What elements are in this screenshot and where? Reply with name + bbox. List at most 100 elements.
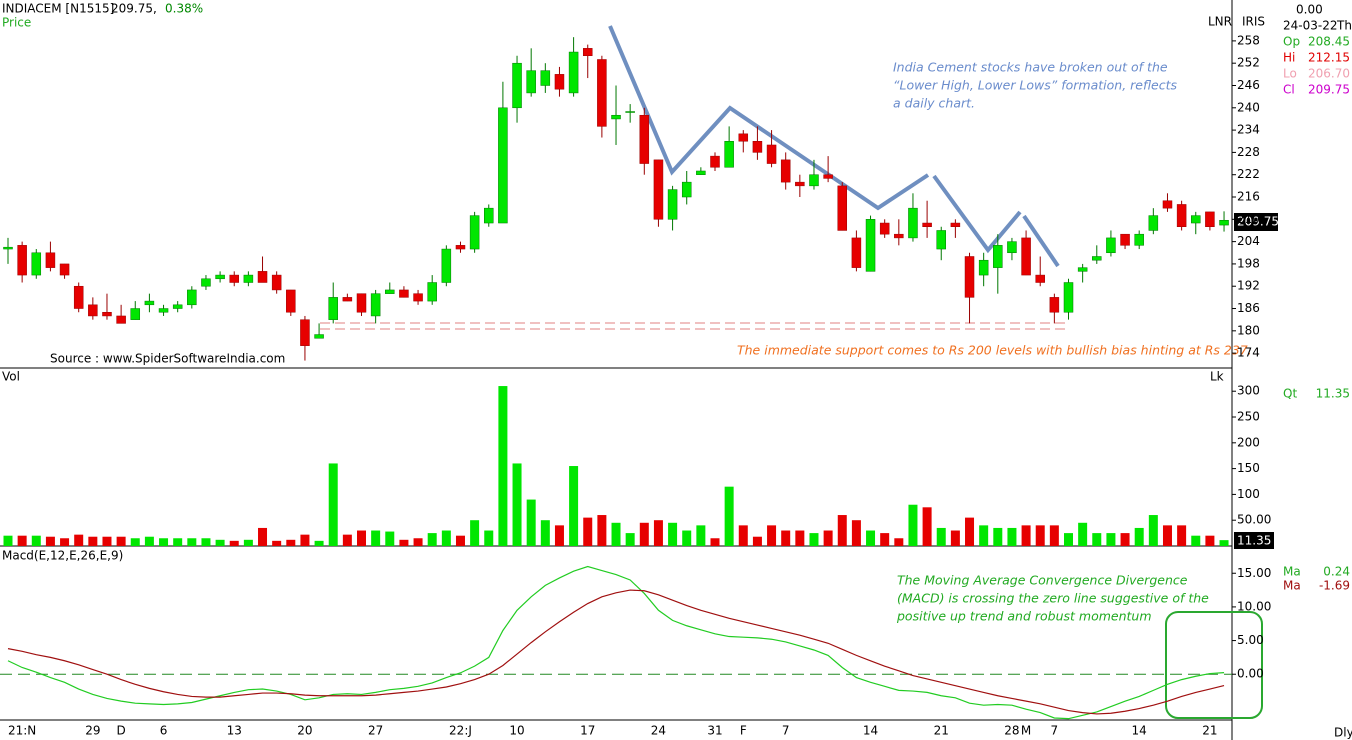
candle-body <box>653 159 664 220</box>
candle-body <box>257 271 268 283</box>
ohlc-label: Hi <box>1283 51 1295 65</box>
change: 0.38% <box>165 2 203 16</box>
volume-bar <box>88 536 98 546</box>
candle-body <box>3 246 13 250</box>
volume-bar <box>187 538 197 546</box>
ma-value: -1.69 <box>1319 579 1350 593</box>
volume-bar <box>328 463 338 546</box>
volume-bar <box>795 530 805 546</box>
trend-line <box>608 25 930 211</box>
volume-bar <box>470 520 480 546</box>
y-tick-label: 100 <box>1237 487 1260 501</box>
y-tick-label: 50.00 <box>1237 513 1271 527</box>
volume-bar <box>286 539 296 546</box>
candle-body <box>1134 233 1144 246</box>
y-tick-label: 150 <box>1237 461 1260 475</box>
volume-bar <box>554 525 564 546</box>
candle-body <box>484 207 494 224</box>
y-tick-label: 15.00 <box>1237 566 1271 580</box>
candle-body <box>978 259 989 276</box>
volume-bar <box>1120 533 1130 546</box>
volume-bar <box>979 525 989 546</box>
candle-body <box>724 141 734 168</box>
candle-body <box>1219 219 1229 226</box>
x-tick-label: 28 <box>1004 724 1019 738</box>
x-tick-label: 29 <box>85 724 100 738</box>
candle-body <box>172 304 183 309</box>
candle-body <box>568 51 579 94</box>
candle-body <box>286 289 296 313</box>
y-tick-label: 5.00 <box>1237 633 1264 647</box>
y-tick-label: 300 <box>1237 384 1260 398</box>
volume-bar <box>597 515 607 546</box>
candle-body <box>1162 200 1173 209</box>
candle-body <box>837 185 848 231</box>
x-tick-label: 17 <box>580 724 595 738</box>
volume-bar <box>144 536 154 546</box>
y-tick-label: 216 <box>1237 190 1260 204</box>
candle-body <box>59 263 70 276</box>
volume-bar <box>1035 525 1045 546</box>
volume-bar <box>215 539 225 546</box>
candle-body <box>187 289 197 306</box>
volume-bar <box>74 534 84 546</box>
volume-bar <box>809 533 819 546</box>
qt-label: Qt <box>1283 387 1297 401</box>
y-tick-label: 210 <box>1237 212 1260 226</box>
candle-body <box>554 74 565 90</box>
x-tick-label: 22:J <box>449 724 472 738</box>
x-tick-label: D <box>116 724 125 738</box>
y-tick-label: 222 <box>1237 167 1260 181</box>
candle-body <box>625 111 635 113</box>
candle-body <box>342 297 353 302</box>
volume-bar <box>173 538 183 546</box>
candle-body <box>894 233 904 239</box>
candle-body <box>158 308 169 313</box>
candle-body <box>780 159 791 183</box>
volume-bar <box>1078 522 1088 546</box>
lnr: LNR <box>1208 15 1232 29</box>
volume-bar <box>710 538 720 546</box>
annotation: India Cement stocks have broken out of t… <box>893 60 1168 75</box>
volume-bar <box>851 520 861 546</box>
volume-bar <box>752 536 762 546</box>
candle-body <box>201 278 211 287</box>
volume-bar <box>993 527 1003 546</box>
volume-bar <box>357 530 366 546</box>
candle-body <box>399 289 409 298</box>
annotation: (MACD) is crossing the zero line suggest… <box>897 591 1209 606</box>
candle-body <box>441 248 452 283</box>
candle-body <box>73 285 84 309</box>
trend-line <box>1022 214 1060 268</box>
candle-body <box>936 230 946 250</box>
y-tick-label: 228 <box>1237 145 1260 159</box>
candle-body <box>639 114 650 164</box>
x-tick-label: 14 <box>863 724 878 738</box>
candle-body <box>1007 241 1017 254</box>
volume-bar <box>1049 525 1059 546</box>
candle-body <box>1021 237 1031 276</box>
volume-bar <box>1064 533 1073 546</box>
candle-body <box>328 297 338 320</box>
candle-body <box>271 274 282 291</box>
volume-bar <box>201 538 211 546</box>
annotation: positive up trend and robust momentum <box>896 609 1152 624</box>
candle-body <box>696 170 706 175</box>
volume-bar <box>498 386 508 546</box>
top-value: 0.00 <box>1296 3 1323 17</box>
y-tick-label: 234 <box>1237 123 1260 137</box>
volume-bar <box>258 527 268 546</box>
candle-body <box>300 319 310 346</box>
volume-bar <box>159 538 169 546</box>
volume-bar <box>31 535 41 546</box>
ohlc-label: Op <box>1283 35 1300 49</box>
candle-body <box>1063 282 1074 313</box>
volume-bar <box>880 533 890 546</box>
volume-bar <box>823 530 833 546</box>
x-tick-label: 21 <box>1202 724 1217 738</box>
x-tick-label: 20 <box>297 724 312 738</box>
candle-body <box>102 311 112 317</box>
panel-title: Vol <box>2 370 20 384</box>
volume-bar <box>866 530 876 546</box>
